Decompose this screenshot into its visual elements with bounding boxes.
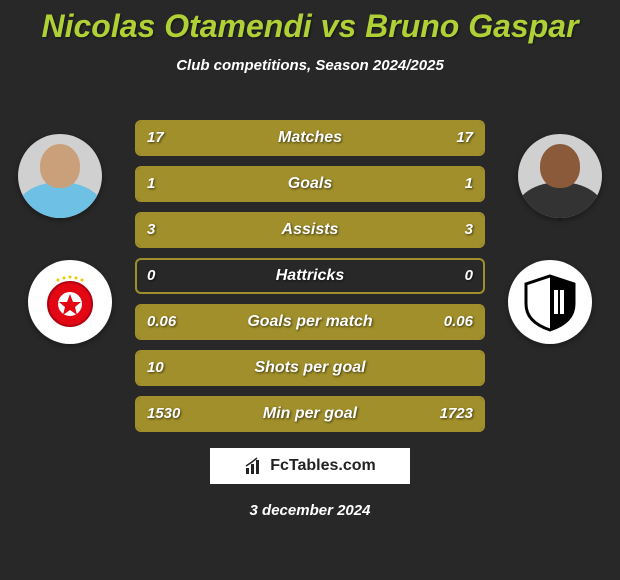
club-right-badge	[508, 260, 592, 344]
stat-row: 10Shots per goal	[135, 350, 485, 386]
stat-label: Goals per match	[137, 306, 483, 338]
stat-row: 0.060.06Goals per match	[135, 304, 485, 340]
stat-label: Hattricks	[137, 260, 483, 292]
stat-row: 15301723Min per goal	[135, 396, 485, 432]
chart-icon	[244, 456, 264, 476]
player-left-avatar	[18, 134, 102, 218]
vitoria-icon	[520, 272, 580, 332]
stats-bars: 1717Matches 11Goals 33Assists 00Hattricks 0.…	[135, 120, 485, 442]
source-logo-text: FcTables.com	[270, 457, 376, 475]
stat-label: Min per goal	[137, 398, 483, 430]
date-text: 3 december 2024	[0, 502, 620, 519]
source-logo: FcTables.com	[210, 448, 410, 484]
page-title: Nicolas Otamendi vs Bruno Gaspar	[0, 0, 620, 45]
stat-label: Matches	[137, 122, 483, 154]
club-left-badge	[28, 260, 112, 344]
stat-row: 11Goals	[135, 166, 485, 202]
stat-row: 33Assists	[135, 212, 485, 248]
stat-row: 00Hattricks	[135, 258, 485, 294]
stat-label: Goals	[137, 168, 483, 200]
benfica-icon	[40, 272, 100, 332]
stat-row: 1717Matches	[135, 120, 485, 156]
stat-label: Shots per goal	[137, 352, 483, 384]
subtitle: Club competitions, Season 2024/2025	[0, 57, 620, 74]
stat-label: Assists	[137, 214, 483, 246]
player-right-avatar	[518, 134, 602, 218]
